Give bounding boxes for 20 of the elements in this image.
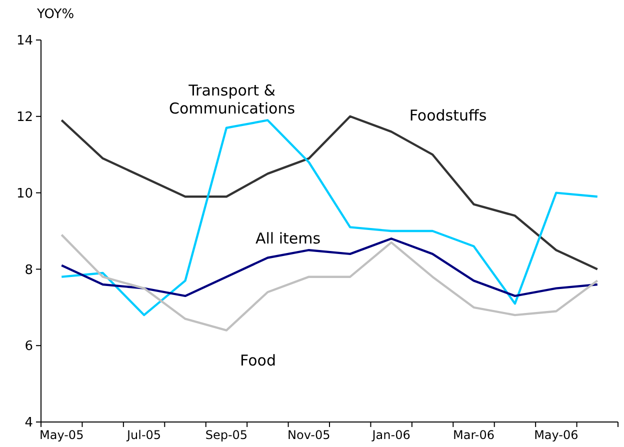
x-tick-label: Mar-06 [453,428,494,442]
y-tick-label: 14 [16,34,33,49]
y-tick-label: 8 [24,262,33,278]
y-tick-label: 12 [16,110,33,125]
y-tick-label: 6 [24,339,33,354]
x-tick-label: Jul-05 [126,428,162,442]
line-series [60,119,598,316]
x-tick-label: Sep-05 [205,428,248,442]
series-label: Foodstuffs [409,106,487,124]
y-tick-label: 10 [16,186,33,202]
y-axis-title: YOY% [36,7,74,22]
line-series [60,234,598,332]
x-tick-label: May-05 [40,428,84,442]
x-tick-label: Jan-06 [371,428,410,442]
series-label: Food [240,351,276,370]
series-label: All items [255,229,321,248]
x-tick-label: Nov-05 [288,428,330,442]
x-tick-label: May-06 [534,428,578,442]
y-tick-label: 4 [24,416,33,431]
series-label: Transport & Communications [168,81,296,118]
